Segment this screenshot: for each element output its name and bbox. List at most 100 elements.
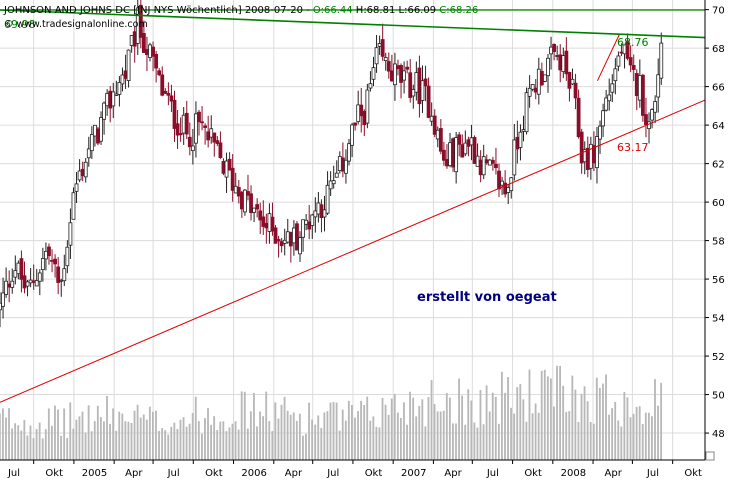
volume-bar: [403, 402, 405, 460]
volume-bar: [436, 411, 439, 460]
volume-bar: [72, 428, 75, 460]
volume-bar: [553, 406, 555, 460]
x-tick-label: 2005: [82, 468, 107, 479]
candle-body: [466, 139, 471, 147]
volume-bar: [1, 408, 4, 460]
volume-bar: [595, 377, 598, 460]
volume-bar: [32, 438, 35, 460]
volume-bar: [283, 396, 286, 460]
candle-body: [371, 67, 376, 80]
candle-body: [331, 180, 336, 185]
volume-bar: [289, 414, 292, 460]
candle-body: [44, 250, 48, 260]
volume-bar: [204, 418, 206, 460]
volume-bar: [305, 433, 307, 460]
volume-bar: [641, 423, 644, 460]
candle-body: [4, 280, 9, 295]
volume-bar: [534, 403, 537, 460]
candle-body: [71, 192, 76, 220]
candle-body: [175, 123, 180, 136]
candle-body: [530, 84, 535, 90]
candle-body: [270, 216, 275, 232]
candle-body: [16, 262, 21, 275]
volume-bar: [320, 427, 323, 460]
x-tick-label: Apr: [285, 468, 303, 479]
candle-body: [224, 160, 229, 178]
volume-bar: [635, 406, 638, 460]
candle-body: [68, 222, 73, 246]
volume-bar: [399, 417, 402, 460]
candle-body: [386, 61, 391, 72]
candle-body: [634, 73, 639, 97]
volume-bar: [38, 422, 41, 460]
candle-body: [613, 68, 618, 82]
candle-body: [377, 43, 382, 47]
candle-body: [19, 258, 24, 280]
y-tick-label: 58: [712, 237, 725, 248]
volume-bar: [360, 400, 363, 460]
candle-body: [126, 49, 131, 81]
volume-bar: [412, 397, 415, 460]
candle-body: [59, 279, 64, 282]
volume-bar: [274, 402, 277, 460]
candle-body: [212, 132, 217, 143]
x-tick-label: 2008: [561, 468, 586, 479]
volume-bar: [249, 411, 252, 460]
candle-body: [298, 237, 302, 255]
candle-body: [396, 65, 400, 70]
volume-bar: [387, 414, 390, 460]
candle-body: [99, 117, 103, 142]
candle-body: [325, 184, 330, 214]
volume-bar: [197, 421, 200, 460]
candle-body: [604, 97, 609, 111]
candle-body: [524, 92, 529, 133]
volume-bar: [81, 411, 84, 460]
candle-body: [108, 90, 113, 109]
volume-bar: [568, 411, 571, 460]
volume-bar: [173, 422, 176, 460]
volume-bar: [632, 413, 635, 460]
y-tick-label: 66: [712, 83, 725, 94]
volume-bar: [415, 416, 418, 460]
candle-body: [625, 40, 630, 59]
candle-body: [356, 104, 361, 122]
candle-body: [181, 114, 186, 134]
volume-bar: [57, 409, 59, 460]
candle-body: [442, 149, 446, 161]
candle-body: [89, 134, 94, 152]
volume-bar: [458, 378, 460, 460]
volume-bar: [617, 420, 620, 460]
candle-body: [497, 170, 501, 190]
candle-body: [80, 168, 85, 177]
support-value-label: 63.17: [617, 141, 649, 154]
candle-body: [273, 227, 278, 244]
x-tick-label: Okt: [365, 468, 383, 479]
volume-bar: [185, 426, 188, 460]
x-tick-label: Okt: [205, 468, 223, 479]
candle-body: [503, 182, 508, 195]
volume-bar: [210, 424, 213, 460]
candle-body: [1, 292, 5, 307]
volume-bar: [87, 405, 90, 460]
volume-bar: [549, 378, 552, 460]
volume-bar: [259, 411, 261, 460]
candle-body: [37, 272, 42, 282]
candle-body: [500, 180, 504, 186]
volume-bar: [17, 425, 20, 460]
candle-body: [432, 115, 437, 135]
candle-body: [261, 216, 266, 227]
volume-bar: [372, 416, 375, 460]
candle-body: [56, 266, 61, 283]
volume-bar: [363, 405, 366, 460]
candle-body: [365, 89, 370, 124]
volume-bar: [75, 419, 78, 460]
volume-bar: [286, 410, 289, 460]
volume-bar: [216, 430, 219, 460]
volume-bar: [546, 376, 549, 460]
volume-bar: [598, 387, 601, 460]
chart-title: JOHNSON AND JOHNS DC [JNJ NYS Wöchentlic…: [3, 5, 478, 16]
volume-bar: [155, 410, 157, 460]
volume-bar: [482, 424, 485, 460]
volume-bar: [559, 365, 562, 460]
volume-bar: [20, 430, 23, 460]
